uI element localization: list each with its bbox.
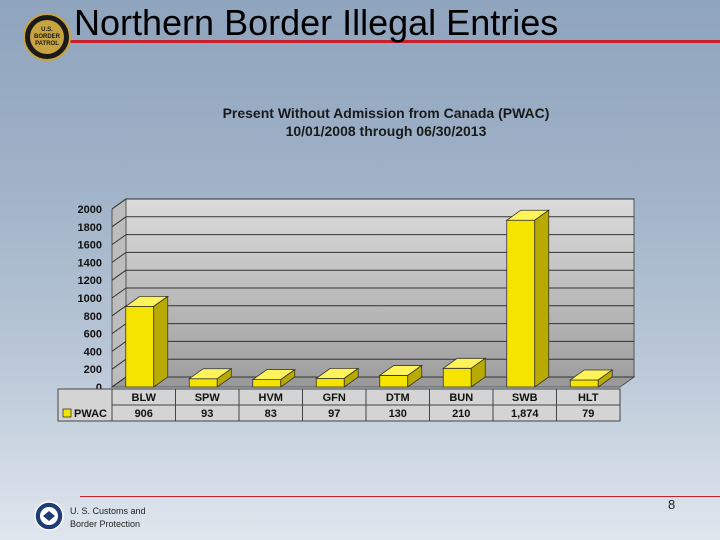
bar-side [216, 367, 232, 388]
y-tick-label: 800 [84, 311, 102, 323]
y-tick-label: 1200 [78, 275, 102, 287]
bar-side [153, 295, 169, 388]
category-label: BUN [449, 392, 473, 404]
badge-text-3: PATROL [35, 40, 59, 47]
bar [379, 375, 409, 388]
y-tick-label: 1800 [78, 222, 102, 234]
gridline-side [111, 234, 127, 246]
bar-side [470, 357, 486, 388]
bar [125, 305, 155, 388]
category-label: DTM [386, 392, 410, 404]
gridline-side [111, 305, 127, 317]
gridline-side [111, 358, 127, 370]
data-value-label: 210 [452, 408, 470, 420]
gridline-side [111, 323, 127, 335]
agency-line2: Border Protection [70, 519, 141, 529]
y-tick-label: 1000 [78, 293, 102, 305]
gridline-side [111, 287, 127, 299]
gridline-side [111, 376, 127, 388]
plot-area: 0 200 400 600 800 1000 1200 1400 1600 1800 2000 PWA… [57, 198, 636, 422]
y-tick-label: 2000 [78, 204, 102, 216]
chart-title-line2: 10/01/2008 through 06/30/2013 [286, 123, 487, 139]
gridline-side [111, 198, 127, 210]
bar-side [597, 369, 613, 388]
gridline-side [111, 216, 127, 228]
legend-swatch [62, 408, 72, 418]
category-label: GFN [323, 392, 346, 404]
bar [506, 219, 536, 388]
category-label: BLW [132, 392, 157, 404]
y-tick-label: 0 [96, 382, 102, 394]
y-tick-label: 400 [84, 346, 102, 358]
bar-side [534, 209, 550, 388]
category-label: HVM [259, 392, 283, 404]
bar [442, 367, 472, 388]
chart-title-line1: Present Without Admission from Canada (P… [223, 105, 550, 121]
bar-side [280, 368, 296, 388]
data-value-label: 83 [265, 408, 277, 420]
legend-label: PWAC [74, 408, 107, 420]
category-label: SPW [195, 392, 221, 404]
bar [315, 377, 345, 388]
dhs-seal-icon [34, 501, 64, 531]
bar-side [343, 367, 359, 388]
agency-line1: U. S. Customs and [70, 506, 146, 516]
agency-name: U. S. Customs and Border Protection [70, 505, 146, 531]
footer-rule [80, 496, 720, 497]
badge-text-1: U.S. [41, 26, 53, 33]
data-value-label: 93 [201, 408, 213, 420]
gridline-side [111, 251, 127, 263]
page-title: Northern Border Illegal Entries [74, 2, 559, 43]
data-value-label: 1,874 [511, 408, 539, 420]
badge-text-2: BORDER [33, 33, 60, 40]
bar [252, 379, 282, 388]
y-tick-label: 1600 [78, 240, 102, 252]
bar [569, 379, 599, 388]
bar-side [407, 364, 423, 388]
border-patrol-badge-icon: U.S. BORDER PATROL [23, 13, 71, 61]
data-value-label: 906 [135, 408, 153, 420]
data-value-label: 130 [389, 408, 407, 420]
data-value-label: 97 [328, 408, 340, 420]
gridline-side [111, 269, 127, 281]
y-tick-label: 600 [84, 329, 102, 341]
y-tick-label: 200 [84, 364, 102, 376]
y-tick-label: 1400 [78, 257, 102, 269]
category-label: HLT [578, 392, 599, 404]
gridline-side [111, 340, 127, 352]
data-value-label: 79 [582, 408, 594, 420]
page-number: 8 [668, 497, 676, 512]
bar [188, 378, 218, 388]
title-underline [58, 40, 720, 43]
category-label: SWB [512, 392, 538, 404]
